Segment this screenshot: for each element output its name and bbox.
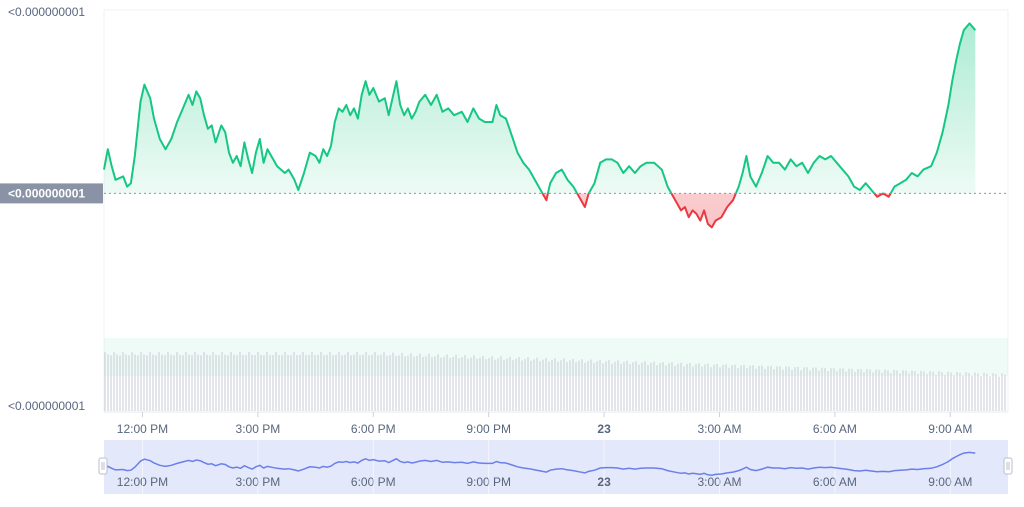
current-price-label-bg [0, 183, 103, 204]
navigator-labels: 12:00 PM 3:00 PM 6:00 PM 9:00 PM 23 3:00 AM 6:… [117, 440, 972, 494]
price-line-down [541, 193, 892, 229]
price-line-up [103, 22, 977, 194]
x-tick-label: 6:00 PM [351, 422, 396, 436]
x-tick-label: 9:00 AM [928, 422, 972, 436]
x-tick-label: 3:00 AM [697, 422, 741, 436]
y-label-top: <0.000000001 [8, 5, 85, 19]
x-tick-label: 6:00 AM [813, 422, 857, 436]
navigator-line [103, 451, 976, 476]
area-below-baseline [104, 193, 976, 228]
x-tick-label: 9:00 PM [466, 422, 511, 436]
navigator[interactable]: 12:00 PM 3:00 PM 6:00 PM 9:00 PM 23 3:00 AM 6:… [98, 440, 1013, 494]
current-price-label: <0.000000001 [8, 186, 85, 200]
navigator-handle-left[interactable] [98, 457, 108, 475]
y-label-bottom: <0.000000001 [8, 399, 85, 413]
navigator-handle-right[interactable] [1003, 457, 1013, 475]
x-tick-label: 23 [597, 422, 611, 436]
volume-bars [104, 352, 1006, 411]
x-tick-label: 3:00 PM [236, 422, 281, 436]
area-above-baseline [104, 23, 976, 194]
x-tick-label: 12:00 PM [117, 422, 168, 436]
x-axis-ticks: 12:00 PM 3:00 PM 6:00 PM 9:00 PM 23 3:00 AM 6:… [117, 412, 972, 436]
